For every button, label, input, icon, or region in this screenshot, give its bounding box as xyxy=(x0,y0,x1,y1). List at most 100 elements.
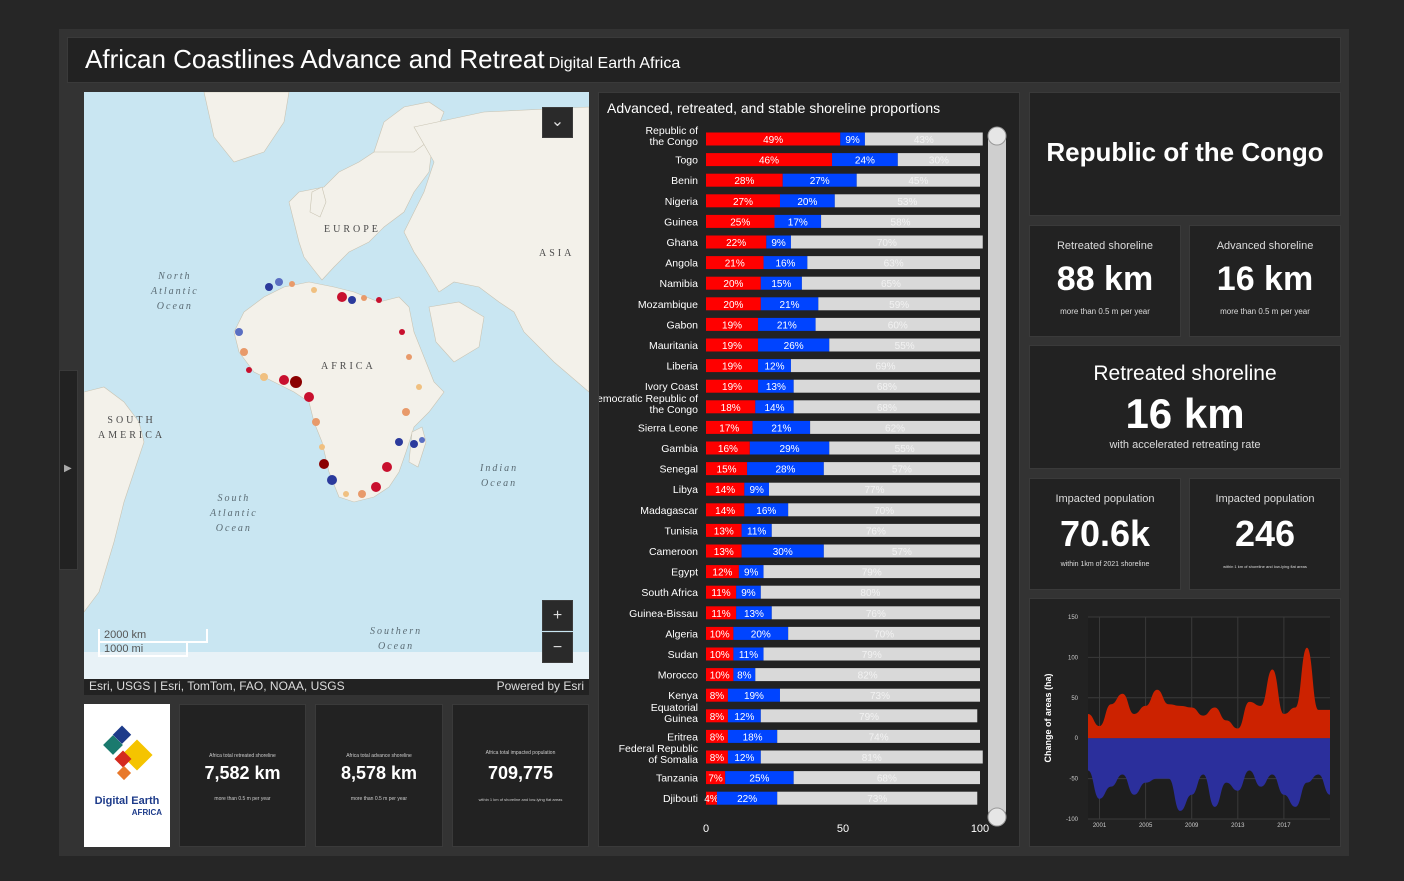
bar-segment[interactable] xyxy=(733,668,756,682)
scroll-handle-bottom[interactable] xyxy=(987,807,1007,827)
bar-segment[interactable] xyxy=(752,420,811,434)
bar-segment[interactable] xyxy=(706,688,728,702)
bar-segment[interactable] xyxy=(779,194,835,208)
bar-segment[interactable] xyxy=(760,585,980,599)
bar-segment[interactable] xyxy=(706,400,756,414)
bar-segment[interactable] xyxy=(856,173,980,187)
bar-segment[interactable] xyxy=(832,153,898,167)
bar-segment[interactable] xyxy=(725,771,794,785)
bar-segment[interactable] xyxy=(829,338,980,352)
bar-segment[interactable] xyxy=(834,194,980,208)
bar-segment[interactable] xyxy=(755,668,980,682)
bar-segment[interactable] xyxy=(823,544,980,558)
bar-segment[interactable] xyxy=(706,709,728,723)
bar-segment[interactable] xyxy=(733,626,789,640)
area-series-advance[interactable] xyxy=(1088,647,1330,739)
bar-segment[interactable] xyxy=(706,626,734,640)
bar-segment[interactable] xyxy=(706,606,737,620)
bar-segment[interactable] xyxy=(840,132,865,146)
bar-segment[interactable] xyxy=(706,565,739,579)
bar-segment[interactable] xyxy=(760,750,983,764)
scroll-handle-top[interactable] xyxy=(987,126,1007,146)
bar-segment[interactable] xyxy=(727,729,778,743)
bar-segment[interactable] xyxy=(788,626,980,640)
zoom-out-button[interactable]: − xyxy=(542,632,573,663)
bar-segment[interactable] xyxy=(741,544,824,558)
bar-segment[interactable] xyxy=(727,750,761,764)
bar-segment[interactable] xyxy=(763,256,808,270)
bar-segment[interactable] xyxy=(706,420,753,434)
bar-segment[interactable] xyxy=(738,565,764,579)
bar-segment[interactable] xyxy=(760,709,978,723)
bar-segment[interactable] xyxy=(706,276,761,290)
shoreline-bar-chart[interactable]: Republic of the Congo 49% 9% 43% Togo 46% 24% 30… xyxy=(599,93,1021,848)
bar-segment[interactable] xyxy=(706,441,750,455)
bar-segment[interactable] xyxy=(864,132,983,146)
bar-segment[interactable] xyxy=(758,317,816,331)
bar-segment[interactable] xyxy=(706,585,737,599)
bar-segment[interactable] xyxy=(741,523,772,537)
bar-segment[interactable] xyxy=(706,544,742,558)
bar-segment[interactable] xyxy=(771,523,980,537)
bar-segment[interactable] xyxy=(763,565,980,579)
bar-segment[interactable] xyxy=(706,153,833,167)
bar-segment[interactable] xyxy=(706,523,742,537)
bar-segment[interactable] xyxy=(777,729,980,743)
bar-segment[interactable] xyxy=(706,482,745,496)
bar-segment[interactable] xyxy=(771,606,980,620)
bar-segment[interactable] xyxy=(706,462,748,476)
bar-segment[interactable] xyxy=(769,482,980,496)
bar-segment[interactable] xyxy=(760,276,802,290)
bar-segment[interactable] xyxy=(807,256,980,270)
bar-segment[interactable] xyxy=(810,420,980,434)
bar-segment[interactable] xyxy=(815,317,980,331)
bar-segment[interactable] xyxy=(706,297,761,311)
bar-segment[interactable] xyxy=(760,297,819,311)
bar-segment[interactable] xyxy=(706,235,767,249)
side-panel-toggle[interactable]: ▶ xyxy=(59,370,78,570)
bar-segment[interactable] xyxy=(790,235,983,249)
bar-segment[interactable] xyxy=(766,235,791,249)
bar-segment[interactable] xyxy=(821,214,980,228)
bar-segment[interactable] xyxy=(782,173,857,187)
bar-segment[interactable] xyxy=(706,503,745,517)
zoom-in-button[interactable]: + xyxy=(542,600,573,631)
bar-segment[interactable] xyxy=(706,771,726,785)
bar-segment[interactable] xyxy=(736,585,761,599)
powered-by[interactable]: Powered by Esri xyxy=(496,679,584,693)
bar-segment[interactable] xyxy=(779,688,980,702)
bar-segment[interactable] xyxy=(706,379,759,393)
bar-segment[interactable] xyxy=(788,503,980,517)
bar-segment[interactable] xyxy=(736,606,772,620)
bar-segment[interactable] xyxy=(897,153,980,167)
bar-segment[interactable] xyxy=(818,297,980,311)
bar-segment[interactable] xyxy=(749,441,830,455)
bar-segment[interactable] xyxy=(727,709,761,723)
bar-segment[interactable] xyxy=(706,214,775,228)
bar-segment[interactable] xyxy=(706,194,780,208)
bar-segment[interactable] xyxy=(758,379,794,393)
bar-segment[interactable] xyxy=(706,729,728,743)
bar-segment[interactable] xyxy=(706,338,759,352)
bar-segment[interactable] xyxy=(758,338,830,352)
bar-segment[interactable] xyxy=(793,771,980,785)
coastline-map[interactable]: EUROPE ASIA AFRICA North Atlantic Ocean … xyxy=(84,92,589,679)
bar-segment[interactable] xyxy=(758,359,791,373)
bar-segment[interactable] xyxy=(829,441,980,455)
area-change-chart[interactable]: 150 100 50 0 -50 -100 2001 2005 2009 2013 2017 Chan… xyxy=(1030,599,1342,848)
bar-segment[interactable] xyxy=(747,462,824,476)
bar-segment[interactable] xyxy=(763,647,980,661)
bar-segment[interactable] xyxy=(790,359,980,373)
map-collapse-button[interactable]: ⌄ xyxy=(542,107,573,138)
bar-segment[interactable] xyxy=(793,400,980,414)
bar-segment[interactable] xyxy=(733,647,764,661)
bar-segment[interactable] xyxy=(706,359,759,373)
bar-segment[interactable] xyxy=(706,173,783,187)
bar-segment[interactable] xyxy=(706,791,717,805)
chart-scrollbar[interactable] xyxy=(988,127,1006,819)
bar-segment[interactable] xyxy=(706,256,764,270)
bar-segment[interactable] xyxy=(706,750,728,764)
bar-segment[interactable] xyxy=(727,688,780,702)
bar-segment[interactable] xyxy=(706,317,759,331)
bar-segment[interactable] xyxy=(823,462,980,476)
